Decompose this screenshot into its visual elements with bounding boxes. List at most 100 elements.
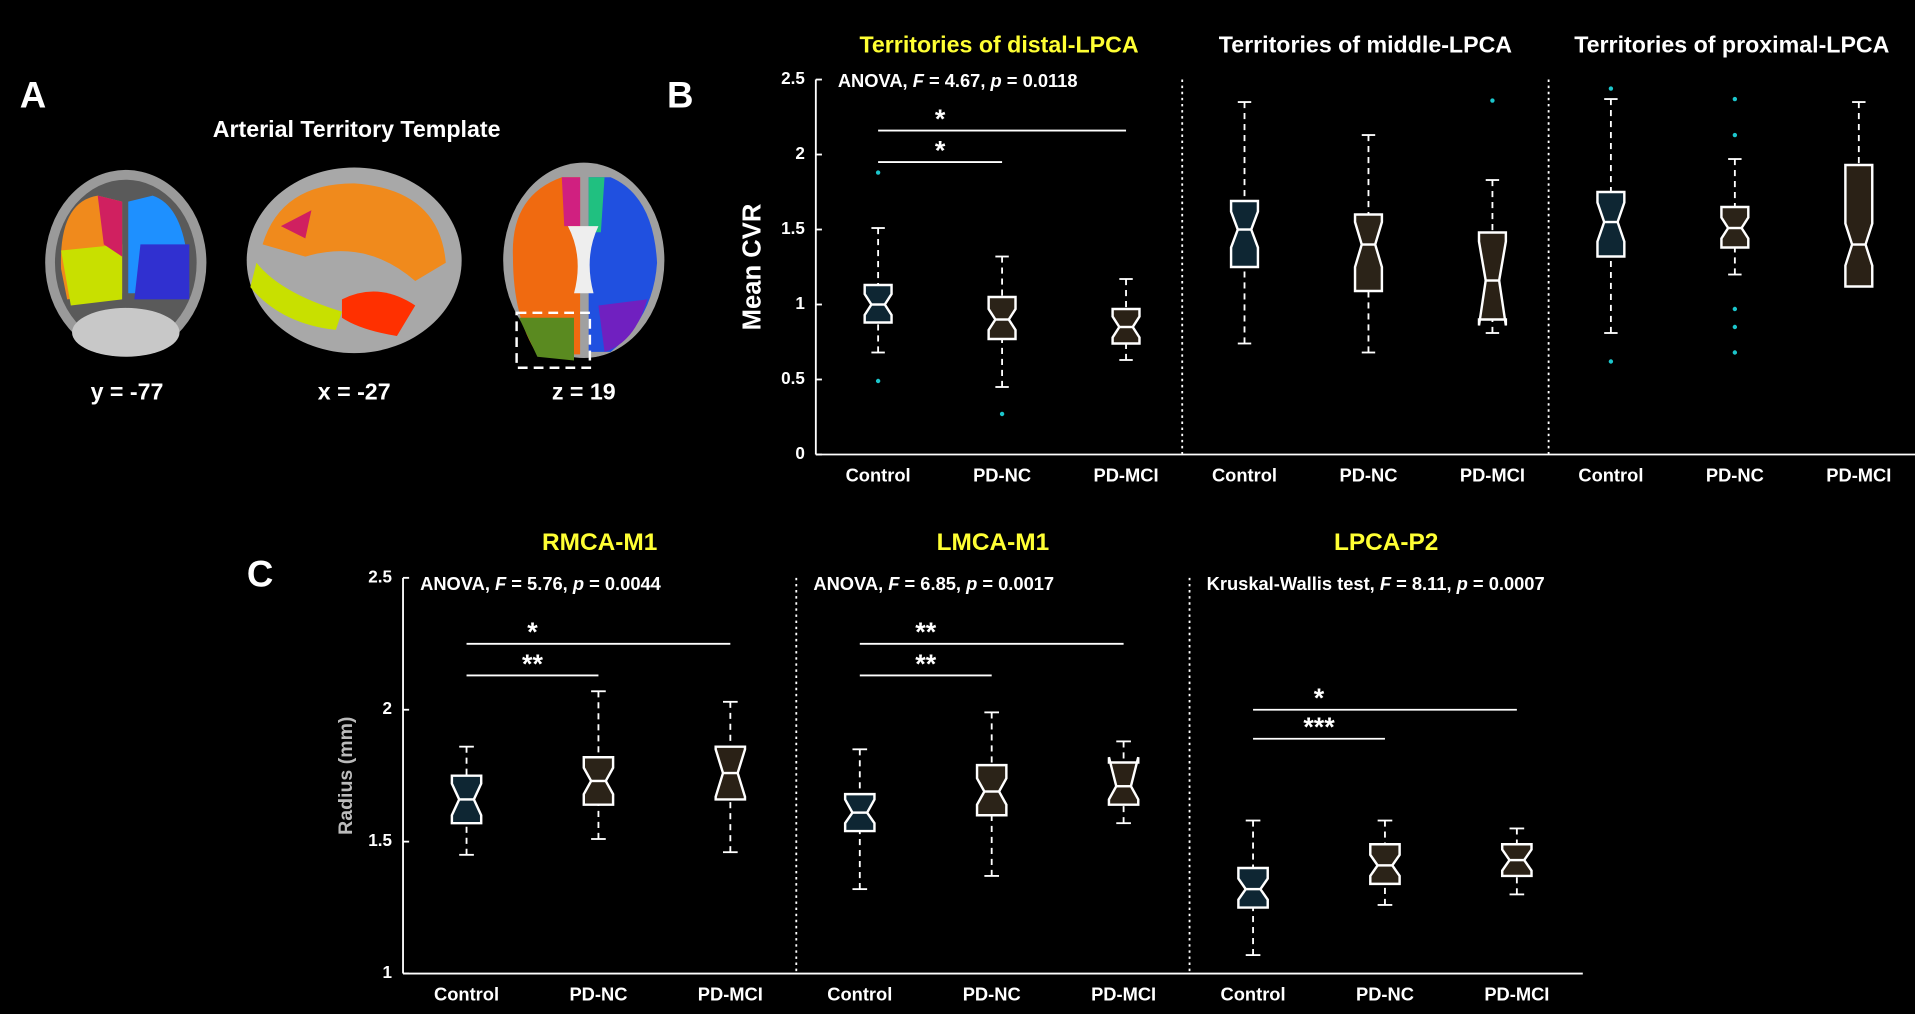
box — [1353, 213, 1384, 293]
territory — [61, 244, 123, 306]
y-tick-label: 1 — [383, 963, 393, 982]
annotation-part: = 0.0044 — [584, 573, 662, 594]
panel-label: A — [20, 75, 46, 116]
x-tick-label: PD-NC — [1706, 464, 1764, 485]
x-tick-label: PD-MCI — [698, 983, 763, 1004]
territory — [512, 177, 581, 355]
territory — [134, 244, 190, 300]
significance-label: * — [527, 617, 538, 647]
annotation-part: = 0.0007 — [1468, 573, 1545, 594]
y-tick-label: 2 — [795, 144, 804, 163]
annotation-part: ANOVA, — [838, 70, 913, 91]
outlier — [1732, 132, 1738, 138]
box — [1477, 231, 1508, 326]
x-tick-label: PD-MCI — [1460, 464, 1525, 485]
ventricle — [567, 226, 599, 294]
box — [1844, 163, 1874, 288]
slice-label: y = -77 — [91, 379, 164, 405]
panel-title: Arterial Territory Template — [213, 116, 501, 142]
annotation-part: F — [1380, 573, 1392, 594]
significance-label: ** — [522, 649, 543, 679]
significance-label: ** — [915, 617, 936, 647]
panel-label: B — [667, 75, 693, 116]
y-tick-label: 0.5 — [781, 369, 805, 388]
territory — [97, 195, 123, 257]
annotation-part: = 4.67, — [924, 70, 991, 91]
outlier — [1732, 324, 1738, 330]
y-axis-label: Mean CVR — [738, 204, 766, 331]
highlight-box — [515, 311, 592, 369]
outlier — [1732, 306, 1738, 312]
annotation-part: = 0.0118 — [1002, 70, 1078, 91]
x-tick-label: PD-NC — [569, 983, 627, 1004]
annotation: ANOVA, F = 6.85, p = 0.0017 — [813, 573, 1054, 594]
annotation-part: Kruskal-Wallis test, — [1207, 573, 1380, 594]
outlier — [1732, 350, 1738, 355]
brain-images — [45, 162, 665, 369]
x-tick-label: Control — [1212, 464, 1277, 485]
annotation-part: F — [913, 70, 925, 91]
annotation-part: p — [965, 573, 977, 594]
annotation-part: ANOVA, — [420, 573, 495, 594]
y-tick-label: 1.5 — [368, 831, 392, 850]
box — [1107, 756, 1140, 806]
group-title: Territories of proximal-LPCA — [1574, 32, 1889, 58]
box — [987, 295, 1017, 341]
cerebellum — [72, 307, 180, 357]
annotation-part: ANOVA, — [813, 573, 888, 594]
annotation-part: = 0.0017 — [977, 573, 1054, 594]
group-title: Territories of middle-LPCA — [1219, 32, 1513, 58]
box — [975, 763, 1008, 817]
x-tick-label: PD-MCI — [1091, 983, 1156, 1004]
x-tick-label: Control — [1221, 983, 1286, 1004]
territory — [598, 299, 648, 352]
x-tick-label: PD-NC — [1339, 464, 1397, 485]
outlier — [1732, 96, 1738, 102]
group-title: LMCA-M1 — [937, 529, 1050, 556]
territory — [519, 317, 575, 361]
outlier — [1490, 98, 1495, 103]
significance-label: * — [1314, 683, 1325, 713]
x-tick-label: PD-NC — [1356, 983, 1414, 1004]
annotation: ANOVA, F = 5.76, p = 0.0044 — [420, 573, 662, 594]
group-title: RMCA-M1 — [542, 529, 657, 556]
x-tick-label: PD-MCI — [1484, 983, 1549, 1004]
slice-label: z = 19 — [552, 379, 616, 405]
group-title: Territories of distal-LPCA — [859, 32, 1138, 58]
group-title: LPCA-P2 — [1334, 529, 1438, 556]
annotation-part: p — [572, 573, 584, 594]
significance-label: * — [935, 135, 946, 165]
annotation: ANOVA, F = 4.67, p = 0.0118 — [838, 70, 1078, 91]
y-axis-label: Radius (mm) — [335, 717, 357, 835]
outlier — [875, 378, 881, 384]
outlier — [875, 170, 881, 175]
annotation: Kruskal-Wallis test, F = 8.11, p = 0.000… — [1207, 573, 1545, 594]
y-tick-label: 1 — [795, 294, 805, 313]
annotation-part: = 5.76, — [506, 573, 573, 594]
significance-label: * — [935, 104, 946, 134]
territory — [561, 177, 581, 227]
y-tick-label: 2.5 — [368, 567, 392, 586]
x-tick-label: PD-MCI — [1094, 464, 1159, 485]
significance-label: *** — [1303, 712, 1335, 742]
panel-label: C — [247, 553, 273, 594]
territory — [262, 183, 446, 282]
outlier — [1608, 359, 1614, 364]
x-tick-label: Control — [1578, 464, 1643, 485]
significance-label: ** — [915, 649, 936, 679]
y-tick-label: 2.5 — [781, 69, 805, 88]
annotation-part: = 8.11, — [1391, 573, 1457, 594]
annotation-part: F — [888, 573, 900, 594]
annotation-part: p — [990, 70, 1002, 91]
territory — [280, 210, 312, 239]
x-tick-label: Control — [827, 983, 892, 1004]
annotation-part: = 6.85, — [899, 573, 966, 594]
box — [1237, 866, 1269, 909]
slice-label: x = -27 — [318, 379, 391, 405]
territory — [588, 177, 605, 233]
x-tick-label: PD-NC — [973, 464, 1031, 485]
y-tick-label: 2 — [383, 699, 393, 718]
territory — [341, 291, 416, 337]
